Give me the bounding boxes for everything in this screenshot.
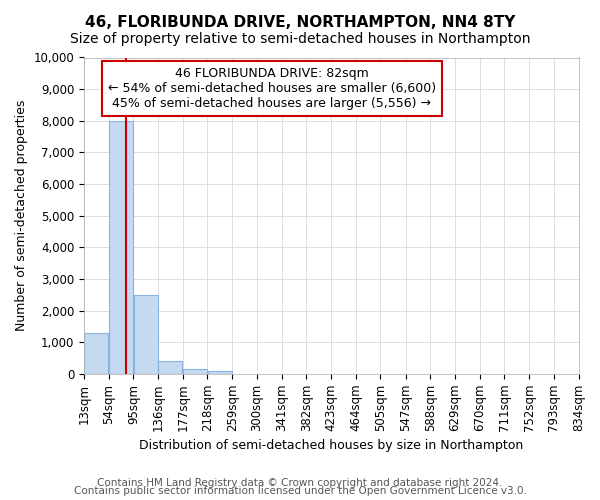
Y-axis label: Number of semi-detached properties: Number of semi-detached properties [15,100,28,332]
Text: Size of property relative to semi-detached houses in Northampton: Size of property relative to semi-detach… [70,32,530,46]
Bar [134,294,158,374]
Text: Contains public sector information licensed under the Open Government Licence v3: Contains public sector information licen… [74,486,526,496]
Bar [183,369,207,374]
Bar [208,370,232,374]
Text: 46, FLORIBUNDA DRIVE, NORTHAMPTON, NN4 8TY: 46, FLORIBUNDA DRIVE, NORTHAMPTON, NN4 8… [85,15,515,30]
Text: Contains HM Land Registry data © Crown copyright and database right 2024.: Contains HM Land Registry data © Crown c… [97,478,503,488]
Bar [109,121,133,374]
Bar [158,361,182,374]
X-axis label: Distribution of semi-detached houses by size in Northampton: Distribution of semi-detached houses by … [139,440,523,452]
Bar [85,332,109,374]
Text: 46 FLORIBUNDA DRIVE: 82sqm  
← 54% of semi-detached houses are smaller (6,600)
4: 46 FLORIBUNDA DRIVE: 82sqm ← 54% of semi… [108,67,436,110]
